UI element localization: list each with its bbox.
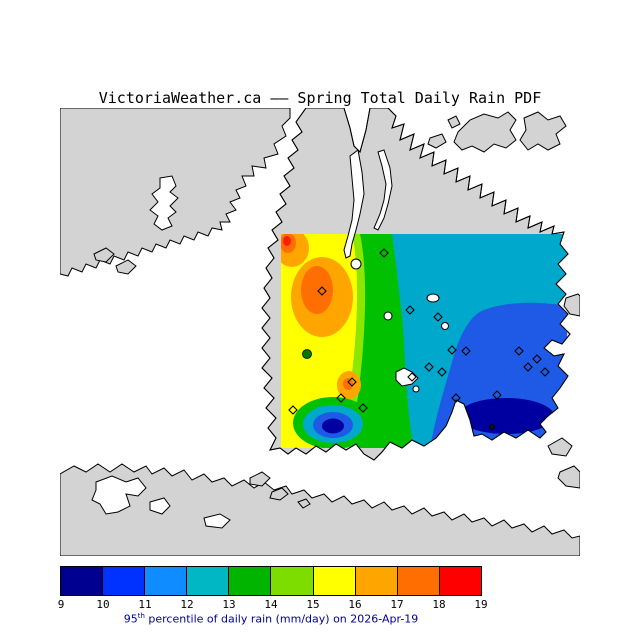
island bbox=[115, 259, 137, 275]
station-marker-diamond bbox=[317, 286, 327, 296]
colorbar-segment bbox=[313, 567, 356, 595]
harbour bbox=[395, 367, 419, 387]
station-marker-diamond bbox=[288, 405, 298, 415]
lake bbox=[203, 513, 231, 529]
colorbar-tick-labels: 9 10 11 12 13 14 15 16 17 18 19 bbox=[57, 598, 488, 611]
colorbar-tick-label: 14 bbox=[264, 598, 278, 611]
colorbar-tick-label: 18 bbox=[432, 598, 446, 611]
station-marker-diamond bbox=[433, 312, 443, 322]
island bbox=[519, 111, 567, 151]
colorbar-tick-label: 15 bbox=[306, 598, 320, 611]
island bbox=[93, 247, 115, 263]
field-deeporange-small bbox=[343, 378, 353, 390]
small-lake bbox=[350, 258, 362, 270]
colorbar-tick-label: 19 bbox=[474, 598, 488, 611]
inlet-channel bbox=[373, 149, 393, 231]
colorbar-segment bbox=[439, 567, 481, 595]
field-navy-blob bbox=[458, 398, 554, 434]
station-marker-diamond bbox=[540, 367, 550, 377]
inlet-channel bbox=[343, 149, 365, 259]
colorbar-segment bbox=[61, 567, 104, 595]
colorbar-tick-label: 10 bbox=[96, 598, 110, 611]
colorbar-segment bbox=[229, 567, 272, 595]
station-marker-dot bbox=[489, 424, 495, 430]
small-lake bbox=[426, 293, 440, 303]
colorbar-tick-label: 9 bbox=[57, 598, 65, 611]
colorbar-tick-label: 17 bbox=[390, 598, 404, 611]
island bbox=[269, 487, 289, 501]
island bbox=[563, 293, 580, 317]
station-marker-diamond bbox=[532, 354, 542, 364]
station-marker-diamond bbox=[407, 372, 417, 382]
station-marker-diamond bbox=[447, 345, 457, 355]
station-marker-diamond bbox=[379, 248, 389, 258]
caption-text: percentile of daily rain (mm/day) on 202… bbox=[144, 612, 419, 626]
station-marker-diamond bbox=[424, 362, 434, 372]
colorbar bbox=[60, 566, 482, 596]
small-lake bbox=[412, 385, 420, 393]
island bbox=[427, 133, 447, 149]
page-title: VictoriaWeather.ca –– Spring Total Daily… bbox=[98, 89, 542, 107]
island bbox=[547, 437, 573, 457]
island bbox=[453, 111, 517, 153]
station-marker-diamond bbox=[336, 393, 346, 403]
field-coldspot-navy bbox=[322, 418, 344, 434]
station-marker-diamond bbox=[358, 403, 368, 413]
colorbar-caption: 95th percentile of daily rain (mm/day) o… bbox=[60, 612, 482, 626]
station-markers bbox=[288, 248, 550, 415]
colorbar-tick-label: 12 bbox=[180, 598, 194, 611]
small-lake bbox=[383, 311, 393, 321]
station-marker-diamond bbox=[405, 305, 415, 315]
station-marker-diamond bbox=[514, 346, 524, 356]
colorbar-tick-label: 11 bbox=[138, 598, 152, 611]
inland-water-features bbox=[343, 149, 449, 393]
island bbox=[557, 465, 580, 489]
station-marker-diamond bbox=[437, 367, 447, 377]
colorbar-segment bbox=[103, 567, 146, 595]
contour-field bbox=[281, 234, 567, 448]
coastline-outline bbox=[261, 108, 571, 461]
caption-number: 95 bbox=[123, 612, 138, 626]
station-dots bbox=[302, 349, 495, 430]
station-marker-diamond bbox=[461, 346, 471, 356]
lake bbox=[91, 475, 147, 515]
colorbar-segment bbox=[145, 567, 188, 595]
field-deeporange-main bbox=[301, 266, 333, 314]
station-marker-diamond bbox=[347, 377, 357, 387]
colorbar-segment bbox=[355, 567, 398, 595]
landmass-northwest bbox=[60, 108, 291, 277]
lake bbox=[149, 497, 171, 515]
colorbar-segment bbox=[271, 567, 314, 595]
station-marker-diamond bbox=[451, 393, 461, 403]
landmass-south bbox=[60, 463, 580, 556]
station-marker-diamond bbox=[492, 390, 502, 400]
colorbar-segment bbox=[187, 567, 230, 595]
colorbar-segment bbox=[397, 567, 440, 595]
island bbox=[249, 471, 271, 487]
station-marker-dot bbox=[302, 349, 312, 359]
small-lake bbox=[441, 322, 449, 330]
colorbar-tick-label: 16 bbox=[348, 598, 362, 611]
lake bbox=[149, 175, 179, 231]
station-marker-diamond bbox=[523, 362, 533, 372]
colorbar-tick-label: 13 bbox=[222, 598, 236, 611]
field-red-corner bbox=[283, 236, 291, 246]
caption-superscript: th bbox=[137, 612, 145, 620]
island bbox=[297, 498, 311, 509]
lakes bbox=[91, 175, 231, 529]
island bbox=[447, 115, 461, 129]
